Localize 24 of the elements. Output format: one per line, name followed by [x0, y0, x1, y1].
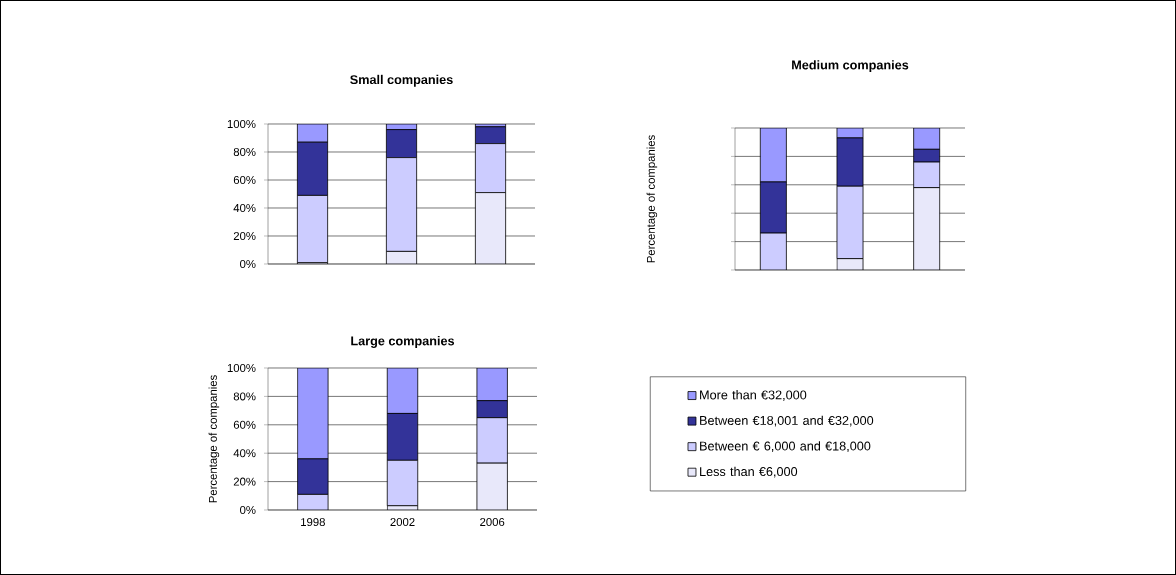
y-tick-label: 80% [233, 147, 256, 156]
y-tick-label: 40% [233, 203, 256, 212]
y-tick-label: 100% [227, 119, 256, 128]
chart-title: Small companies [350, 74, 453, 87]
y-tick-label: 20% [233, 232, 256, 240]
y-tick-label: 60% [233, 175, 256, 184]
x-tick-label: 2006 [480, 518, 505, 527]
legend-label: More than €32,000 [700, 390, 807, 401]
y-tick-label: 0% [240, 506, 256, 515]
y-tick-label: 40% [233, 449, 256, 458]
chart-title: Medium companies [792, 60, 909, 72]
legend-label: Between €18,001 and €32,000 [700, 415, 874, 427]
y-tick-label: 60% [233, 420, 256, 429]
y-axis-title: Percentage of companies [208, 375, 220, 503]
y-axis-title: Percentage of companies [646, 135, 658, 263]
legend-label: Less than €6,000 [700, 466, 798, 478]
y-tick-label: 100% [227, 364, 256, 373]
x-tick-label: 1998 [301, 518, 325, 527]
y-tick-label: 0% [240, 259, 256, 268]
chart-title: Large companies [351, 336, 455, 348]
legend-label: Between € 6,000 and €18,000 [700, 441, 871, 453]
y-tick-label: 80% [233, 392, 256, 401]
x-tick-label: 2002 [390, 518, 415, 527]
y-tick-label: 20% [233, 477, 256, 486]
